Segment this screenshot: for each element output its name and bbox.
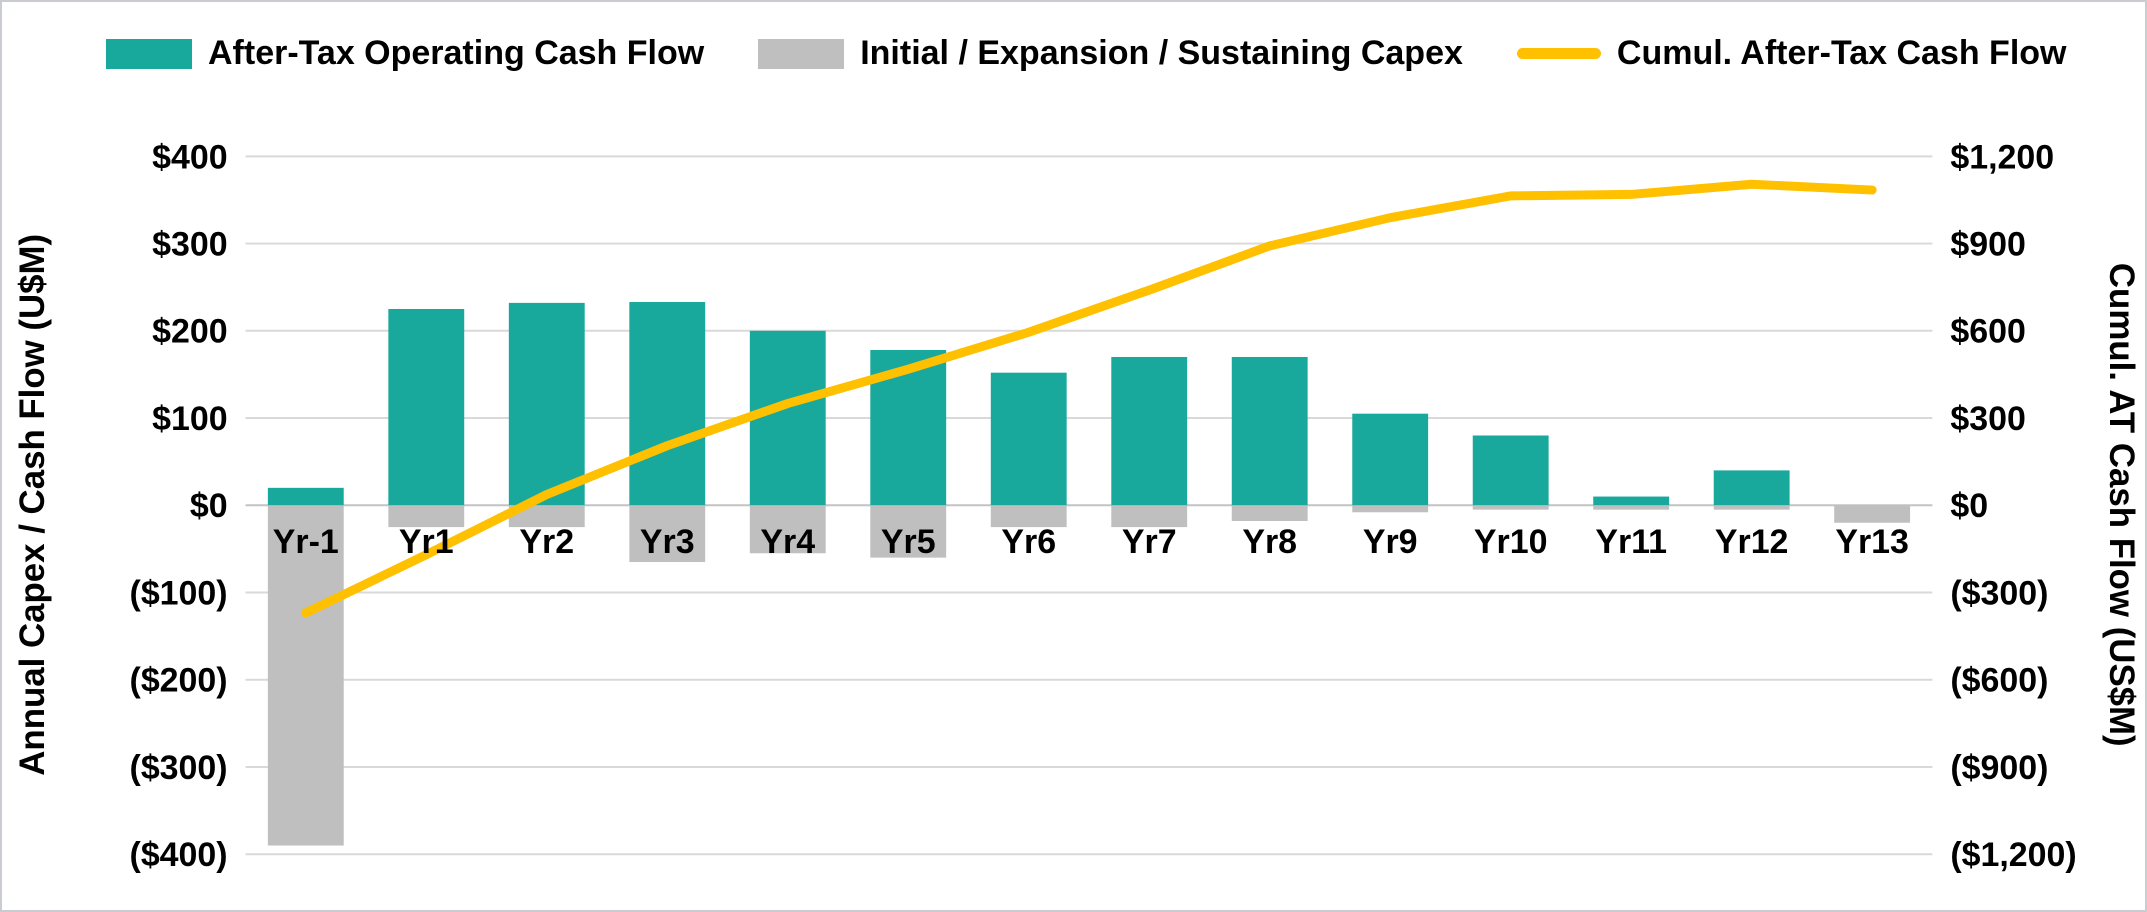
- x-axis-label-yr12: Yr12: [1715, 523, 1789, 561]
- left-axis-tick-label: $100: [152, 400, 227, 438]
- left-axis-tick-label: $400: [152, 138, 227, 176]
- right-axis-tick-label: $300: [1950, 400, 2025, 438]
- right-axis-tick-label: $900: [1950, 226, 2025, 264]
- operating-cash-flow-bar-yr9: [1352, 413, 1429, 506]
- x-axis-label-yr1: Yr1: [399, 523, 454, 561]
- x-axis-label-yr3: Yr3: [640, 523, 695, 561]
- x-axis-label-yr-1: Yr-1: [273, 523, 339, 561]
- right-axis-tick-label: ($1,200): [1950, 836, 2076, 874]
- capex-bar-yr2: [508, 505, 585, 528]
- right-axis-tick-label: ($600): [1950, 662, 2048, 700]
- operating-cash-flow-bar-yr8: [1231, 356, 1308, 506]
- right-axis-tick-label: ($300): [1950, 575, 2048, 613]
- capex-bar-yr5: [870, 505, 947, 558]
- operating-cash-flow-bar-yr11: [1593, 496, 1670, 506]
- capex-bar-yr9: [1352, 505, 1429, 513]
- left-axis-tick-label: $300: [152, 226, 227, 264]
- left-axis-tick-label: $200: [152, 313, 227, 351]
- x-axis-label-yr7: Yr7: [1122, 523, 1177, 561]
- cumulative-cash-flow-line: [301, 179, 1877, 618]
- operating-cash-flow-bar-yr6: [990, 372, 1067, 506]
- capex-bar-yr7: [1111, 505, 1188, 528]
- capex-bar-yr3: [629, 505, 706, 562]
- legend-item-operating-cash-flow: After-Tax Operating Cash Flow: [106, 34, 704, 73]
- x-axis-label-yr10: Yr10: [1474, 523, 1548, 561]
- operating-cash-flow-bar-yr7: [1111, 356, 1188, 506]
- left-axis-tick-label: $0: [190, 487, 228, 525]
- capex-bar-yr-1: [267, 505, 344, 846]
- left-axis-tick-label: ($100): [130, 575, 228, 613]
- legend-label-cumulative-cash-flow: Cumul. After-Tax Cash Flow: [1616, 34, 2067, 72]
- capex-bar-yr11: [1593, 505, 1670, 510]
- x-axis-label-yr4: Yr4: [760, 523, 815, 561]
- capex-bar-yr13: [1834, 505, 1911, 523]
- capex-bar-yr12: [1713, 505, 1790, 510]
- right-axis-tick-label: $600: [1950, 313, 2025, 351]
- x-axis-label-yr6: Yr6: [1001, 523, 1056, 561]
- capex-bar-yr1: [388, 505, 465, 528]
- x-axis-label-yr9: Yr9: [1363, 523, 1418, 561]
- legend-swatch-cumulative-cash-flow-line-icon: [1516, 48, 1601, 59]
- right-axis-title: Cumul. AT Cash Flow (US$M): [2102, 263, 2141, 747]
- capex-bar-yr6: [990, 505, 1067, 528]
- x-axis-label-yr5: Yr5: [881, 523, 936, 561]
- right-axis-tick-label: ($900): [1950, 749, 2048, 787]
- plot-area: $400 $1,200 $300 $900 $200 $600 $100 $300 $0 $0 ($…: [130, 138, 2077, 874]
- legend-item-capex: Initial / Expansion / Sustaining Capex: [758, 34, 1463, 73]
- operating-cash-flow-bar-yr4: [749, 330, 826, 506]
- operating-cash-flow-bar-yr-1: [267, 487, 344, 506]
- left-axis-tick-label: ($300): [130, 749, 228, 787]
- legend-swatch-capex-box-icon: [758, 38, 845, 69]
- right-axis-tick-label: $0: [1950, 487, 1988, 525]
- capex-bar-yr8: [1231, 505, 1308, 521]
- right-axis-tick-label: $1,200: [1950, 138, 2054, 176]
- left-axis-tick-label: ($400): [130, 836, 228, 874]
- chart-legend: After-Tax Operating Cash Flow Initial / E…: [106, 34, 2066, 73]
- x-axis-label-yr11: Yr11: [1595, 523, 1667, 561]
- x-axis-label-yr8: Yr8: [1242, 523, 1297, 561]
- left-axis-title: Annual Capex / Cash Flow (U$M): [13, 234, 52, 776]
- capex-bar-yr10: [1472, 505, 1549, 510]
- legend-swatch-operating-cash-flow-box-icon: [106, 38, 192, 69]
- legend-label-operating-cash-flow: After-Tax Operating Cash Flow: [208, 34, 705, 72]
- x-axis-label-yr2: Yr2: [519, 523, 574, 561]
- operating-cash-flow-bar-yr10: [1472, 435, 1549, 506]
- operating-cash-flow-bar-yr12: [1713, 470, 1790, 506]
- left-axis-tick-label: ($200): [130, 662, 228, 700]
- capex-bar-yr4: [749, 505, 826, 554]
- operating-cash-flow-bar-yr3: [629, 302, 706, 506]
- x-axis-label-yr13: Yr13: [1835, 523, 1909, 561]
- operating-cash-flow-bar-yr1: [388, 308, 465, 506]
- operating-cash-flow-bar-yr2: [508, 302, 585, 506]
- legend-item-cumulative-cash-flow: Cumul. After-Tax Cash Flow: [1516, 34, 2067, 73]
- legend-label-capex: Initial / Expansion / Sustaining Capex: [860, 34, 1463, 72]
